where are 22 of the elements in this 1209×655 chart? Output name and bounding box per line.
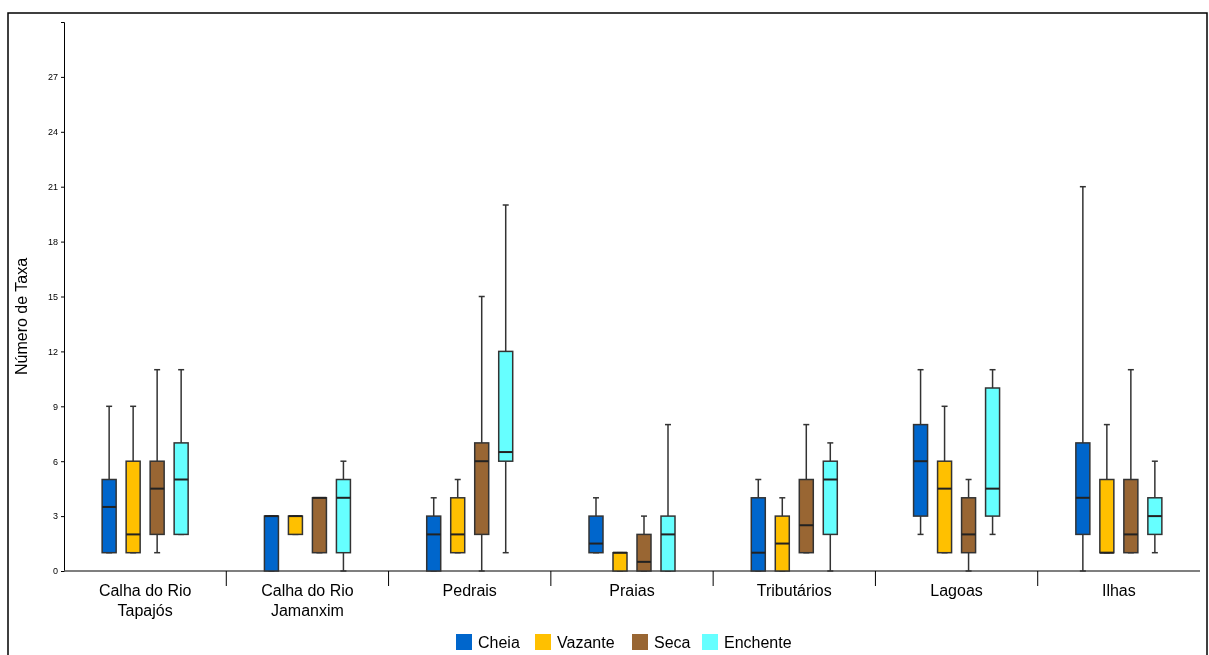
x-tick-label: Calha do Rio Tapajós <box>98 582 192 619</box>
y-tick-label: 18 <box>47 236 58 247</box>
legend-label: Cheia <box>478 634 520 651</box>
y-tick-label: 27 <box>47 72 58 83</box>
y-tick-label: 24 <box>47 127 58 138</box>
y-tick-label: 6 <box>52 456 58 467</box>
y-tick-label: 21 <box>47 182 58 193</box>
legend-label: Enchente <box>724 634 792 651</box>
y-axis-title: Número de Taxa <box>13 257 30 376</box>
y-tick-label: 9 <box>52 401 58 412</box>
x-tick-label: Ilhas <box>1101 582 1136 599</box>
y-tick-label: 15 <box>47 291 58 302</box>
y-tick-label: 12 <box>47 346 58 357</box>
legend-label: Seca <box>654 634 691 651</box>
x-tick-label: Tributários <box>756 582 832 599</box>
x-tick-label: Calha do Rio Jamanxim <box>261 582 354 619</box>
legend-label: Vazante <box>557 634 615 651</box>
y-tick-label: 0 <box>52 566 58 577</box>
y-tick-label: 3 <box>52 511 58 522</box>
x-tick-label: Pedrais <box>442 582 497 599</box>
x-tick-label: Praias <box>609 582 655 599</box>
x-tick-label: Lagoas <box>930 582 983 599</box>
